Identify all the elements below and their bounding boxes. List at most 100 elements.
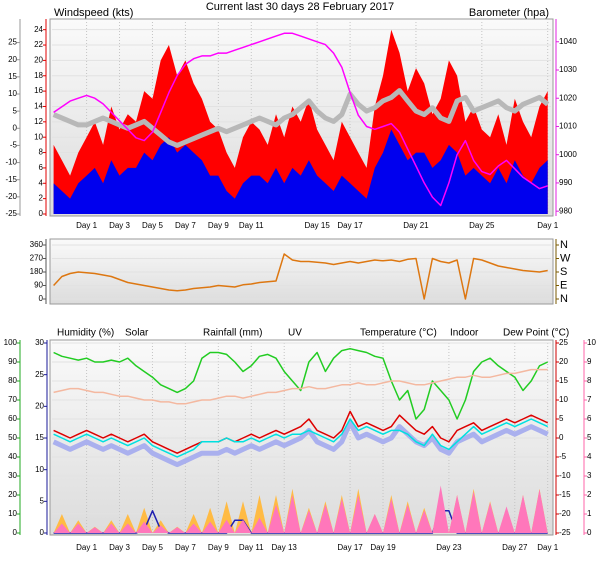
y-tick-label: -15 xyxy=(559,490,571,499)
y-tick-label: -20 xyxy=(559,509,571,518)
x-tick-label: Day 15 xyxy=(304,221,330,230)
y-tick-label: 100 xyxy=(4,338,18,347)
y-tick-label: -20 xyxy=(5,192,17,201)
x-tick-label: Day 5 xyxy=(142,221,163,230)
y-tick-label: 30 xyxy=(35,338,44,347)
y-tick-label: 25 xyxy=(35,370,44,379)
y-tick-label: 1000 xyxy=(559,150,577,159)
y-tick-label: 15 xyxy=(8,72,17,81)
y-tick-label: 20 xyxy=(8,55,17,64)
y-tick-label: N xyxy=(560,239,568,251)
y-tick-label: 9 xyxy=(587,357,592,366)
y-tick-label: 0 xyxy=(40,528,45,537)
y-tick-label: 14 xyxy=(34,102,43,111)
y-tick-label: 1040 xyxy=(559,37,577,46)
y-tick-label: 1030 xyxy=(559,65,577,74)
x-tick-label: Day 7 xyxy=(175,221,196,230)
y-tick-label: 5 xyxy=(13,106,18,115)
y-tick-label: 4 xyxy=(39,178,44,187)
y-tick-label: 6 xyxy=(39,163,44,172)
line xyxy=(52,88,550,148)
y-tick-label: 3 xyxy=(587,471,592,480)
y-tick-label: -10 xyxy=(559,471,571,480)
y-tick-label: -10 xyxy=(5,158,17,167)
chart-title: Current last 30 days 28 February 2017 xyxy=(206,1,394,13)
y-tick-label: 6 xyxy=(587,414,592,423)
y-tick-label: 7 xyxy=(587,395,592,404)
y-tick-label: 10 xyxy=(559,395,568,404)
y-tick-label: 40 xyxy=(8,452,17,461)
y-tick-label: S xyxy=(560,266,567,278)
y-tick-label: 10 xyxy=(35,465,44,474)
y-tick-label: E xyxy=(560,279,567,291)
y-tick-label: -5 xyxy=(559,452,567,461)
x-tick-label: Day 11 xyxy=(239,221,264,230)
y-tick-label: 20 xyxy=(8,490,17,499)
y-tick-label: 24 xyxy=(34,25,43,34)
legend-entry: Indoor xyxy=(450,328,479,339)
line xyxy=(53,347,549,420)
x-tick-label: Day 25 xyxy=(469,221,495,230)
y-tick-label: 360 xyxy=(30,240,44,249)
y-tick-label: 0 xyxy=(587,528,592,537)
legend-entry: UV xyxy=(288,328,302,339)
y-tick-label: 25 xyxy=(559,338,568,347)
axis-title: Barometer (hpa) xyxy=(469,7,549,19)
x-tick-label: Day 19 xyxy=(370,543,396,552)
legend-entry: Dew Point (°C) xyxy=(503,328,569,339)
y-tick-label: 0 xyxy=(39,209,44,218)
x-tick-label: Day 17 xyxy=(337,543,363,552)
y-tick-label: 8 xyxy=(587,376,592,385)
y-tick-label: 20 xyxy=(34,56,43,65)
y-tick-label: 1 xyxy=(587,509,592,518)
y-tick-label: 60 xyxy=(8,414,17,423)
y-tick-label: 4 xyxy=(587,452,592,461)
x-tick-label: Day 3 xyxy=(109,221,130,230)
legend-entry: Humidity (%) xyxy=(57,328,114,339)
line xyxy=(53,32,548,207)
area xyxy=(53,485,548,533)
x-tick-label: Day 13 xyxy=(272,543,298,552)
y-tick-label: 5 xyxy=(40,496,45,505)
y-tick-label: 0 xyxy=(13,123,18,132)
x-tick-label: Day 23 xyxy=(436,543,462,552)
y-tick-label: 90 xyxy=(34,281,43,290)
y-tick-label: 990 xyxy=(559,178,573,187)
y-tick-label: 90 xyxy=(8,357,17,366)
y-tick-label: -15 xyxy=(5,175,17,184)
y-tick-label: 18 xyxy=(34,71,43,80)
legend-entry: Rainfall (mm) xyxy=(203,328,262,339)
y-tick-label: 30 xyxy=(8,471,17,480)
x-tick-label: Day 17 xyxy=(337,221,363,230)
y-tick-label: 25 xyxy=(8,38,17,47)
x-tick-label: Day 5 xyxy=(142,543,163,552)
y-tick-label: 180 xyxy=(30,267,44,276)
line xyxy=(53,410,549,454)
line xyxy=(53,253,548,300)
x-tick-label: Day 9 xyxy=(208,543,229,552)
y-tick-label: 980 xyxy=(559,206,573,215)
y-tick-label: 10 xyxy=(8,89,17,98)
y-tick-label: 50 xyxy=(8,433,17,442)
x-tick-label: Day 27 xyxy=(502,543,528,552)
x-tick-label: Day 1 xyxy=(537,543,558,552)
y-tick-label: 0 xyxy=(13,528,18,537)
y-tick-label: N xyxy=(560,293,568,305)
y-tick-label: 2 xyxy=(39,194,44,203)
y-tick-label: 270 xyxy=(30,254,44,263)
y-tick-label: -5 xyxy=(10,141,18,150)
y-tick-label: 22 xyxy=(34,40,43,49)
x-tick-label: Day 1 xyxy=(76,543,97,552)
y-tick-label: -25 xyxy=(559,528,571,537)
legend-entry: Temperature (°C) xyxy=(360,328,437,339)
y-tick-label: 5 xyxy=(559,414,564,423)
y-tick-label: 20 xyxy=(559,357,568,366)
area xyxy=(53,129,548,214)
y-tick-label: W xyxy=(560,252,571,264)
y-tick-label: 10 xyxy=(587,338,596,347)
line xyxy=(53,368,548,405)
y-tick-label: 70 xyxy=(8,395,17,404)
line xyxy=(52,420,549,468)
legend-entry: Solar xyxy=(125,328,149,339)
